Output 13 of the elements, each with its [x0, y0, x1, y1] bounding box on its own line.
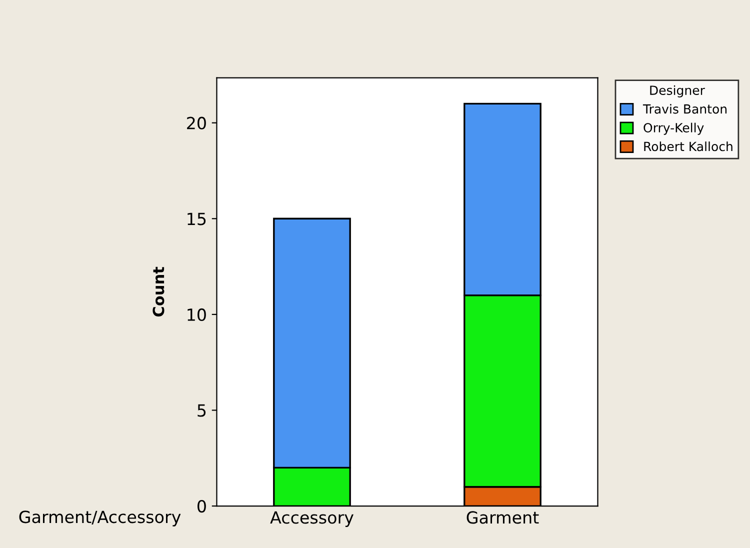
y-tick-label: 20	[187, 116, 206, 130]
legend-label: Robert Kalloch	[644, 141, 732, 152]
x-axis-title: Garment/Accessory	[19, 510, 181, 526]
y-tick-label: 0	[198, 500, 206, 513]
x-tick-label: Garment	[466, 511, 539, 524]
y-tick-label: 10	[188, 308, 206, 321]
y-tick-label: 15	[188, 212, 206, 226]
y-axis-title: Count	[152, 266, 164, 317]
legend-label: Orry-Kelly	[644, 122, 704, 135]
y-tick-label: 5	[198, 404, 206, 417]
x-tick-label: Accessory	[270, 511, 354, 528]
legend-title: Designer	[650, 85, 705, 98]
legend-label: Travis Banton	[642, 104, 727, 114]
